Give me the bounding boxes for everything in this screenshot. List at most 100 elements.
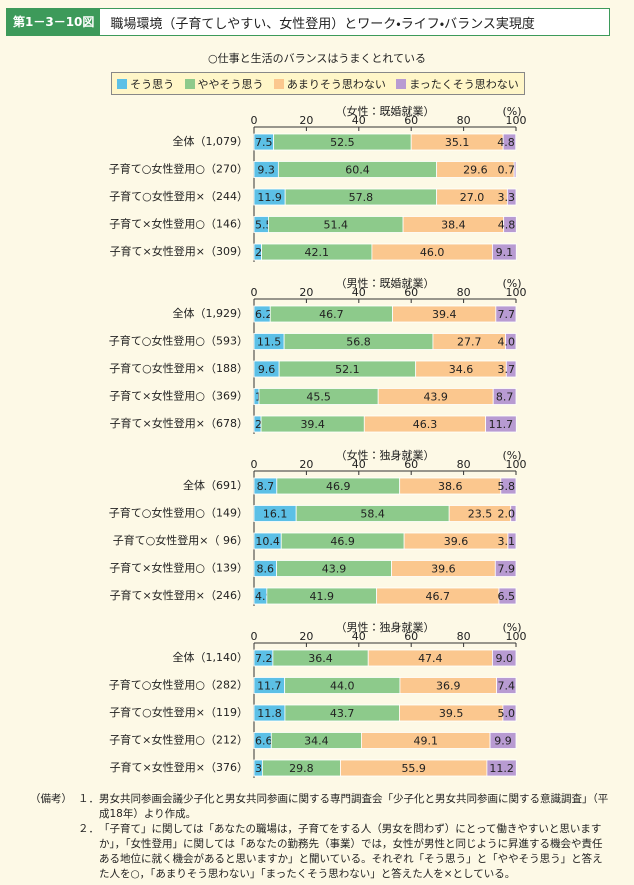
bar-segment (492, 243, 517, 261)
x-tick-label: 20 (299, 630, 313, 643)
unit-label: (%) (502, 277, 521, 290)
value-label: 9.1 (496, 246, 514, 259)
subtitle: ○仕事と生活のバランスはうまくとれている (207, 52, 427, 65)
bar-segment (503, 216, 517, 233)
x-tick-label: 0 (251, 286, 258, 299)
value-label: 23.5 (468, 508, 493, 521)
x-tick-label: 80 (457, 458, 471, 471)
category-label: 全体（691） (183, 478, 248, 492)
legend-swatch (396, 78, 407, 89)
panel-title: （男性：独身就業） (336, 620, 435, 634)
legend-item: まったくそう思わない (396, 76, 519, 92)
legend-item: ややそう思う (184, 76, 264, 92)
bar-segment (494, 560, 517, 577)
panel-title: （男性：既婚就業） (336, 276, 435, 290)
panel-title: （女性：独身就業） (336, 448, 435, 462)
category-label: 子育て○女性登用×（ 96） (113, 533, 248, 547)
bar-segment (505, 333, 517, 350)
value-label: 7.7 (498, 308, 516, 321)
x-tick-label: 80 (457, 630, 471, 643)
legend-swatch (273, 78, 284, 89)
value-label: 7.2 (255, 652, 273, 665)
note-item: １． 男女共同参画会議少子化と男女共同参画に関する専門調査会「少子化と男女共同参画… (78, 792, 610, 822)
value-label: 5.8 (498, 480, 516, 493)
legend: そう思う ややそう思う あまりそう思わない まったくそう思わない (111, 72, 525, 95)
value-label: 8.7 (496, 391, 514, 404)
bar-segment (486, 759, 517, 777)
value-label: 4.8 (498, 219, 516, 232)
value-label: 27.0 (460, 191, 485, 204)
value-label: 52.5 (330, 136, 355, 149)
value-label: 46.9 (326, 480, 351, 493)
category-label: 子育て×女性登用○（369） (109, 389, 248, 403)
note-text: 「子育て」に関しては「あなたの職場は，子育てをする人（男女を問わず）にとって働き… (99, 823, 603, 880)
value-label: 58.4 (360, 508, 385, 521)
x-tick-label: 40 (352, 458, 366, 471)
value-label: 9.0 (495, 652, 513, 665)
value-label: 47.4 (418, 652, 443, 665)
bar-segment (489, 732, 517, 749)
value-label: 39.6 (431, 563, 456, 576)
notes-items: １． 男女共同参画会議少子化と男女共同参画に関する専門調査会「少子化と男女共同参画… (78, 792, 610, 882)
value-label: 7.9 (498, 563, 516, 576)
value-label: 11.5 (257, 336, 282, 349)
value-label: 9.9 (494, 735, 512, 748)
legend-label: ややそう思う (197, 77, 264, 91)
bar-segment (496, 677, 517, 694)
x-tick-label: 100 (506, 114, 527, 127)
value-label: 0.7 (498, 164, 516, 177)
category-label: 子育て×女性登用○（139） (109, 561, 248, 575)
x-tick-label: 60 (404, 114, 418, 127)
legend-swatch (184, 78, 195, 89)
unit-label: (%) (502, 105, 521, 118)
x-tick-label: 0 (251, 630, 258, 643)
bar-segment (495, 305, 517, 323)
value-label: 7.4 (498, 680, 516, 693)
value-label: 5.0 (498, 707, 516, 720)
legend-swatch (117, 78, 128, 89)
x-tick-label: 0 (251, 114, 258, 127)
value-label: 46.7 (426, 590, 451, 603)
x-tick-label: 60 (404, 286, 418, 299)
bar-segment (510, 505, 517, 522)
bar-segment (513, 161, 517, 178)
value-label: 10.4 (255, 535, 280, 548)
value-label: 29.6 (463, 164, 488, 177)
value-label: 36.4 (308, 652, 333, 665)
legend-label: そう思う (130, 77, 175, 91)
value-label: 46.3 (413, 418, 438, 431)
category-label: 子育て×女性登用×（376） (110, 760, 248, 774)
x-tick-label: 100 (506, 458, 527, 471)
value-label: 11.7 (489, 418, 514, 431)
value-label: 42.1 (304, 246, 329, 259)
note-number: ２． (78, 823, 99, 835)
x-tick-label: 60 (404, 630, 418, 643)
category-label: 子育て×女性登用×（678） (110, 416, 248, 430)
value-label: 55.9 (401, 762, 426, 775)
legend-label: まったくそう思わない (409, 77, 519, 91)
value-label: 16.1 (263, 508, 288, 521)
value-label: 38.4 (441, 219, 466, 232)
x-tick-label: 60 (404, 458, 418, 471)
category-label: 子育て×女性登用○（212） (109, 733, 248, 747)
category-label: 子育て○女性登用○（593） (109, 334, 248, 348)
bar-segment (485, 415, 517, 433)
value-label: 7.5 (255, 136, 273, 149)
value-label: 27.7 (457, 336, 482, 349)
legend-item: あまりそう思わない (273, 76, 386, 92)
category-label: 全体（1,929） (173, 306, 249, 320)
value-label: 6.2 (255, 308, 273, 321)
x-tick-label: 100 (506, 630, 527, 643)
value-label: 41.9 (309, 590, 334, 603)
value-label: 29.8 (289, 762, 314, 775)
category-label: 子育て×女性登用×（309） (110, 244, 248, 258)
value-label: 57.8 (349, 191, 374, 204)
bar-segment (507, 532, 517, 550)
value-label: 35.1 (445, 136, 470, 149)
bar-segment (502, 704, 517, 722)
x-tick-label: 0 (251, 458, 258, 471)
figure-title: 職場環境（子育てしやすい、女性登用）とワーク・ライフ・バランス実現度 (110, 16, 535, 32)
value-label: 11.8 (257, 707, 282, 720)
value-label: 6.6 (255, 735, 273, 748)
